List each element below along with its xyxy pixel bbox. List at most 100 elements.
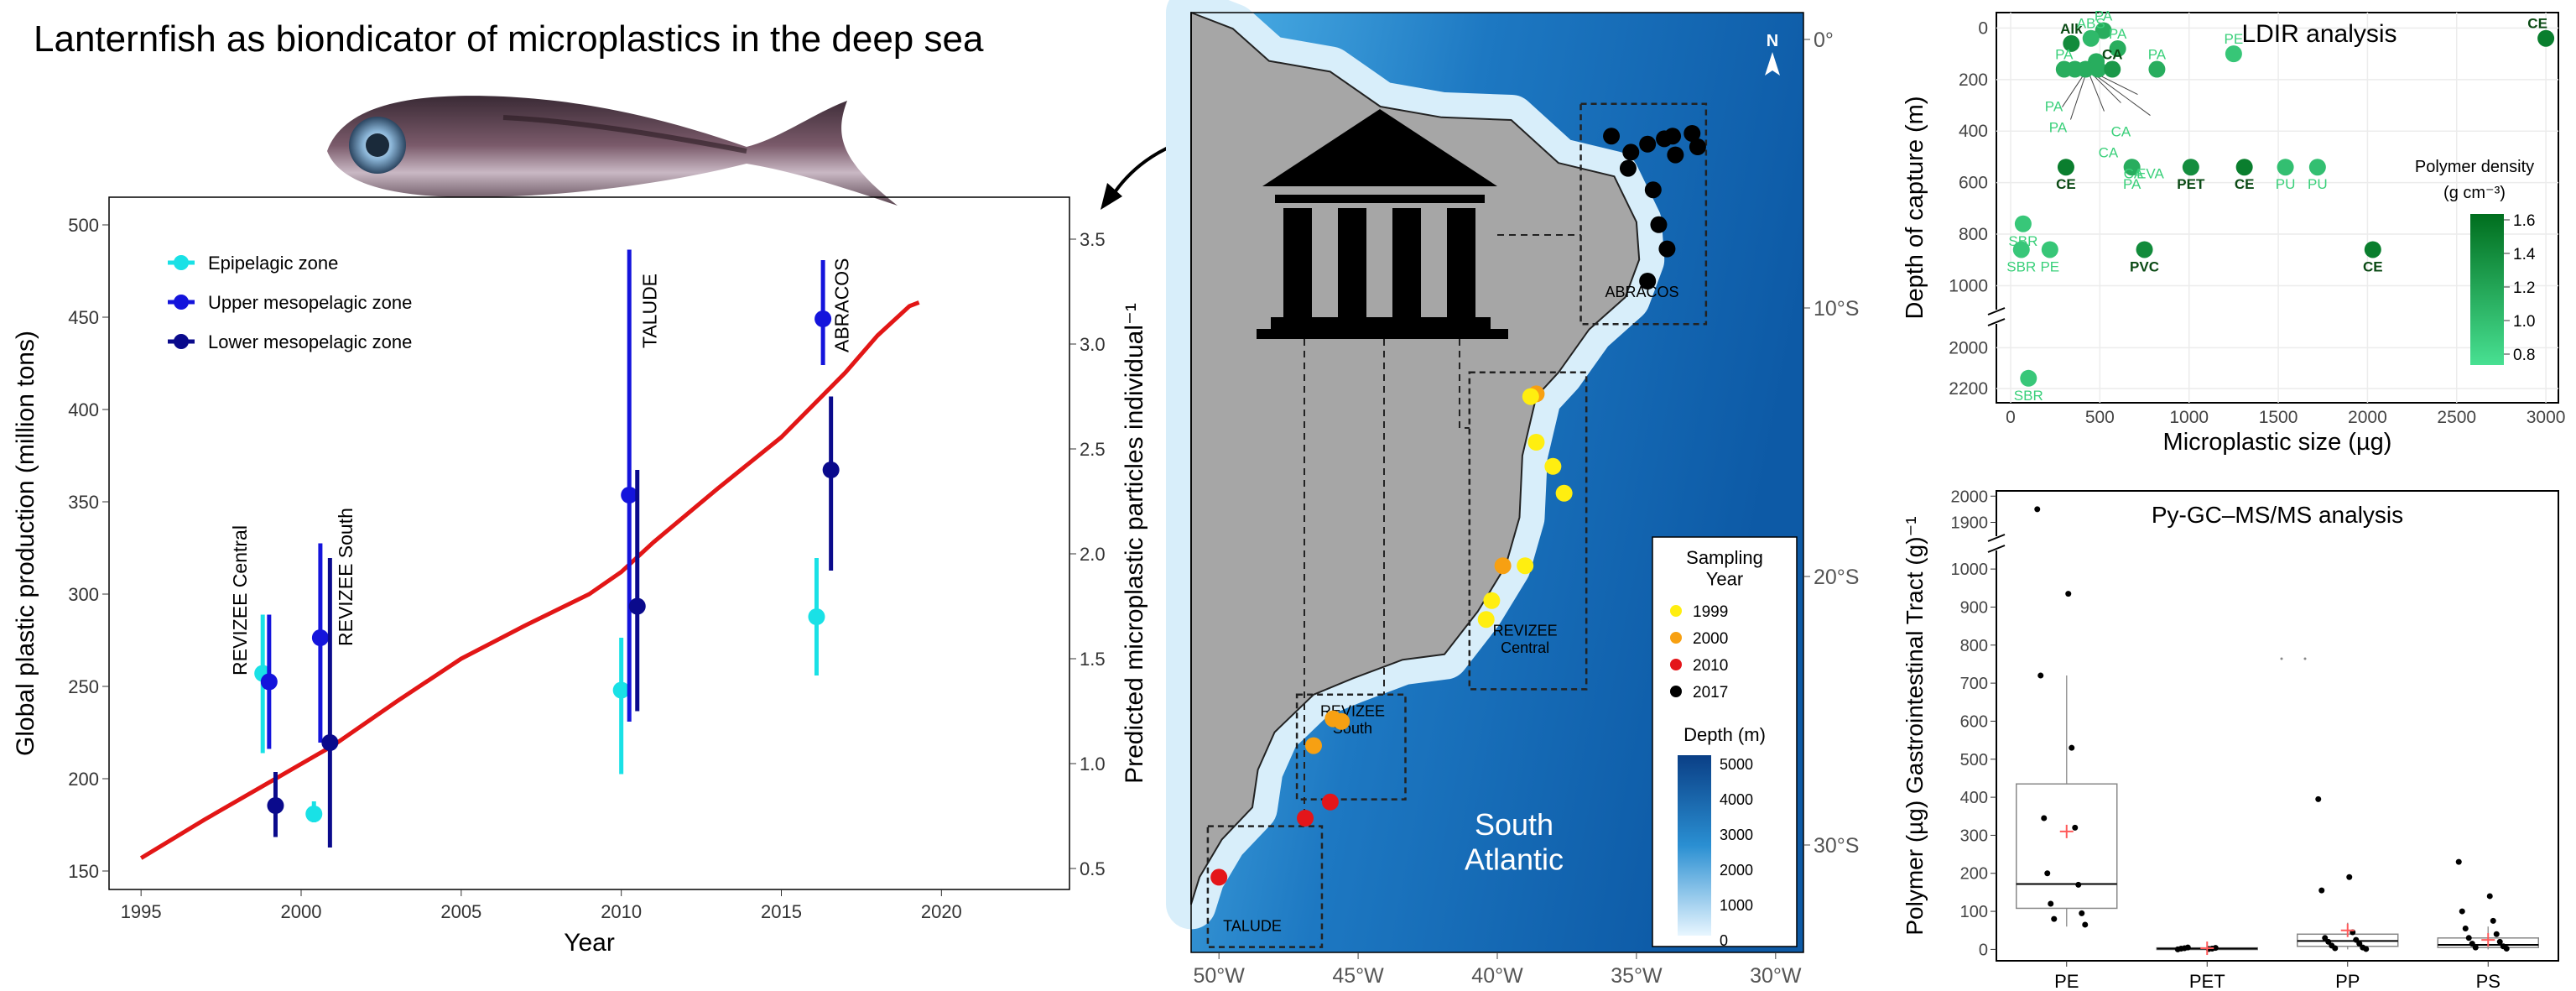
data-point <box>612 681 630 699</box>
region-label: REVIZEE Central <box>1493 622 1558 656</box>
sampling-station <box>1603 128 1621 145</box>
y2-tick-label: 3.5 <box>1080 229 1106 250</box>
depth-tick-label: 5000 <box>1720 756 1753 773</box>
sampling-station <box>1297 810 1314 827</box>
x-tick-label: 1500 <box>2259 408 2298 427</box>
noise-dot <box>2303 657 2307 660</box>
data-point <box>2072 824 2079 831</box>
lon-tick-label: 30°W <box>1750 964 1802 988</box>
lanternfish-photo <box>327 96 898 206</box>
annotation-label: REVIZEE Central <box>229 525 251 675</box>
y-tick-label: 150 <box>68 861 99 882</box>
point-label: PA <box>2148 47 2167 63</box>
y-tick-label: 300 <box>68 584 99 605</box>
colorbar-tick-label: 1.4 <box>2513 246 2536 263</box>
annotation-label: TALUDE <box>639 274 661 348</box>
data-point <box>305 806 323 822</box>
noise-dot <box>2280 657 2283 660</box>
data-point <box>814 310 832 327</box>
point-label: ABS <box>2077 16 2105 32</box>
data-point <box>2104 60 2121 78</box>
museum-icon <box>1257 109 1508 339</box>
data-point <box>2082 29 2100 47</box>
point-label: CE <box>2235 176 2255 192</box>
north-arrow-icon <box>1765 52 1780 76</box>
sampling-station <box>1622 143 1640 161</box>
data-point <box>2322 935 2329 941</box>
data-point <box>2057 159 2074 176</box>
x-tick-label: 2015 <box>761 901 802 922</box>
colorbar-title: Polymer density <box>2415 158 2534 176</box>
data-point <box>2346 874 2353 880</box>
y-tick-label: 1000 <box>1949 276 1988 295</box>
point-label: SBR <box>2014 388 2043 404</box>
y2-tick-label: 1.5 <box>1080 649 1106 670</box>
legend-swatch-dot <box>174 255 189 270</box>
data-point <box>2503 945 2510 952</box>
x-tick-label: PP <box>2335 971 2360 991</box>
y-tick-label: 800 <box>1959 225 1988 244</box>
y-tick-label: 900 <box>1960 598 1988 617</box>
point-label: CA <box>2102 47 2123 63</box>
axis-break-mark <box>1987 307 2006 316</box>
x-tick-label: PE <box>2054 971 2079 991</box>
data-point <box>2079 910 2085 916</box>
y-tick-label: 2000 <box>1951 488 1989 506</box>
data-point <box>2089 60 2107 78</box>
data-point <box>2462 925 2469 931</box>
box <box>2016 783 2118 910</box>
data-point <box>2332 945 2339 952</box>
py-gc-ms-chart: 0 100 200 300 400 500 600 700 800 900 1000 1900 2000… <box>1902 488 2559 991</box>
data-point <box>2225 45 2242 63</box>
point-label: PA <box>2123 176 2141 192</box>
region-box <box>1295 693 1407 801</box>
y2-tick-label: 1.0 <box>1080 754 1106 775</box>
data-point <box>2364 241 2381 258</box>
data-point <box>2012 241 2030 258</box>
sampling-station <box>1664 128 1682 145</box>
y-tick-label: 100 <box>1960 903 1988 921</box>
point-label: PVC <box>2130 258 2159 274</box>
chart-title: Py-GC–MS/MS analysis <box>2152 502 2403 528</box>
production-line <box>139 300 920 860</box>
y-axis-label: Polymer (µg) Gastrointestinal Tract (g)⁻… <box>1902 516 1928 935</box>
data-point <box>2465 935 2472 941</box>
data-point <box>2469 941 2475 947</box>
legend-swatch-dot <box>174 334 189 349</box>
data-point <box>2212 945 2219 952</box>
sampling-station <box>1477 611 1495 629</box>
legend-label: 1999 <box>1693 603 1728 621</box>
sampling-station <box>1333 712 1350 730</box>
colorbar-tick-label: 1.0 <box>2513 313 2535 331</box>
x-tick-label: 1000 <box>2169 408 2209 427</box>
sampling-station <box>1684 125 1701 142</box>
x-tick-label: 0 <box>2006 408 2016 427</box>
region-label: TALUDE <box>1223 917 1282 934</box>
data-point <box>2075 881 2082 888</box>
y-tick-label: 0 <box>1978 18 1988 38</box>
north-label: N <box>1767 32 1778 50</box>
y-tick-label: 300 <box>1960 827 1988 845</box>
sampling-station <box>1644 181 1662 199</box>
data-point <box>2065 591 2072 597</box>
ocean-label: South Atlantic <box>1465 807 1564 876</box>
x-axis-label: Microplastic size (µg) <box>2163 429 2392 456</box>
plot-frame <box>108 196 1070 890</box>
point-label: PE <box>2225 31 2244 47</box>
point-label: Alk <box>2060 21 2083 37</box>
point-label: CE <box>2363 258 2383 274</box>
sampling-station <box>1639 135 1657 153</box>
sampling-station <box>1494 557 1512 575</box>
x-tick-label: PET <box>2189 971 2225 991</box>
data-point <box>2184 944 2191 951</box>
depth-tick-label: 1000 <box>1720 897 1753 914</box>
data-point <box>2353 936 2360 943</box>
point-label: PET <box>2177 176 2205 192</box>
data-point <box>2148 60 2166 78</box>
legend-swatch-dot <box>174 295 189 310</box>
plot-frame <box>1996 12 2559 404</box>
data-point <box>2537 29 2555 47</box>
data-point <box>2095 22 2112 39</box>
point-label: PU <box>2276 176 2296 192</box>
colorbar-tick-label: 0.8 <box>2513 347 2535 364</box>
